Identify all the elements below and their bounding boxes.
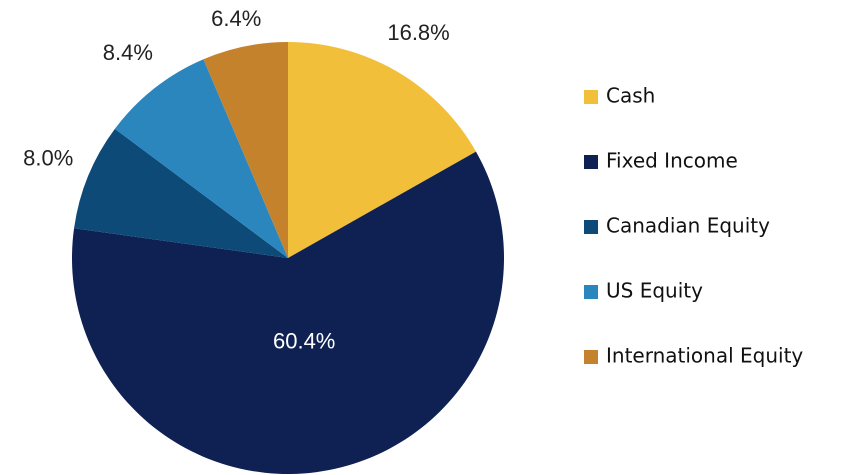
legend-label: Fixed Income (606, 149, 738, 173)
legend-label: US Equity (606, 279, 703, 303)
value-label: 8.4% (103, 40, 153, 65)
value-label: 60.4% (273, 329, 335, 354)
legend-label: International Equity (606, 344, 803, 368)
legend-swatch (584, 285, 598, 299)
value-label: 8.0% (23, 145, 73, 170)
legend-label: Canadian Equity (606, 214, 770, 238)
legend-swatch (584, 90, 598, 104)
pie-slice (203, 42, 288, 258)
legend-swatch (584, 350, 598, 364)
legend-label: Cash (606, 84, 655, 108)
legend-swatch (584, 155, 598, 169)
value-label: 6.4% (211, 6, 261, 31)
value-label: 16.8% (387, 20, 449, 45)
pie-slice (72, 151, 505, 474)
legend-swatch (584, 220, 598, 234)
pie-slice (74, 128, 288, 258)
pie-slice (114, 59, 288, 258)
pie-slice (288, 42, 476, 258)
